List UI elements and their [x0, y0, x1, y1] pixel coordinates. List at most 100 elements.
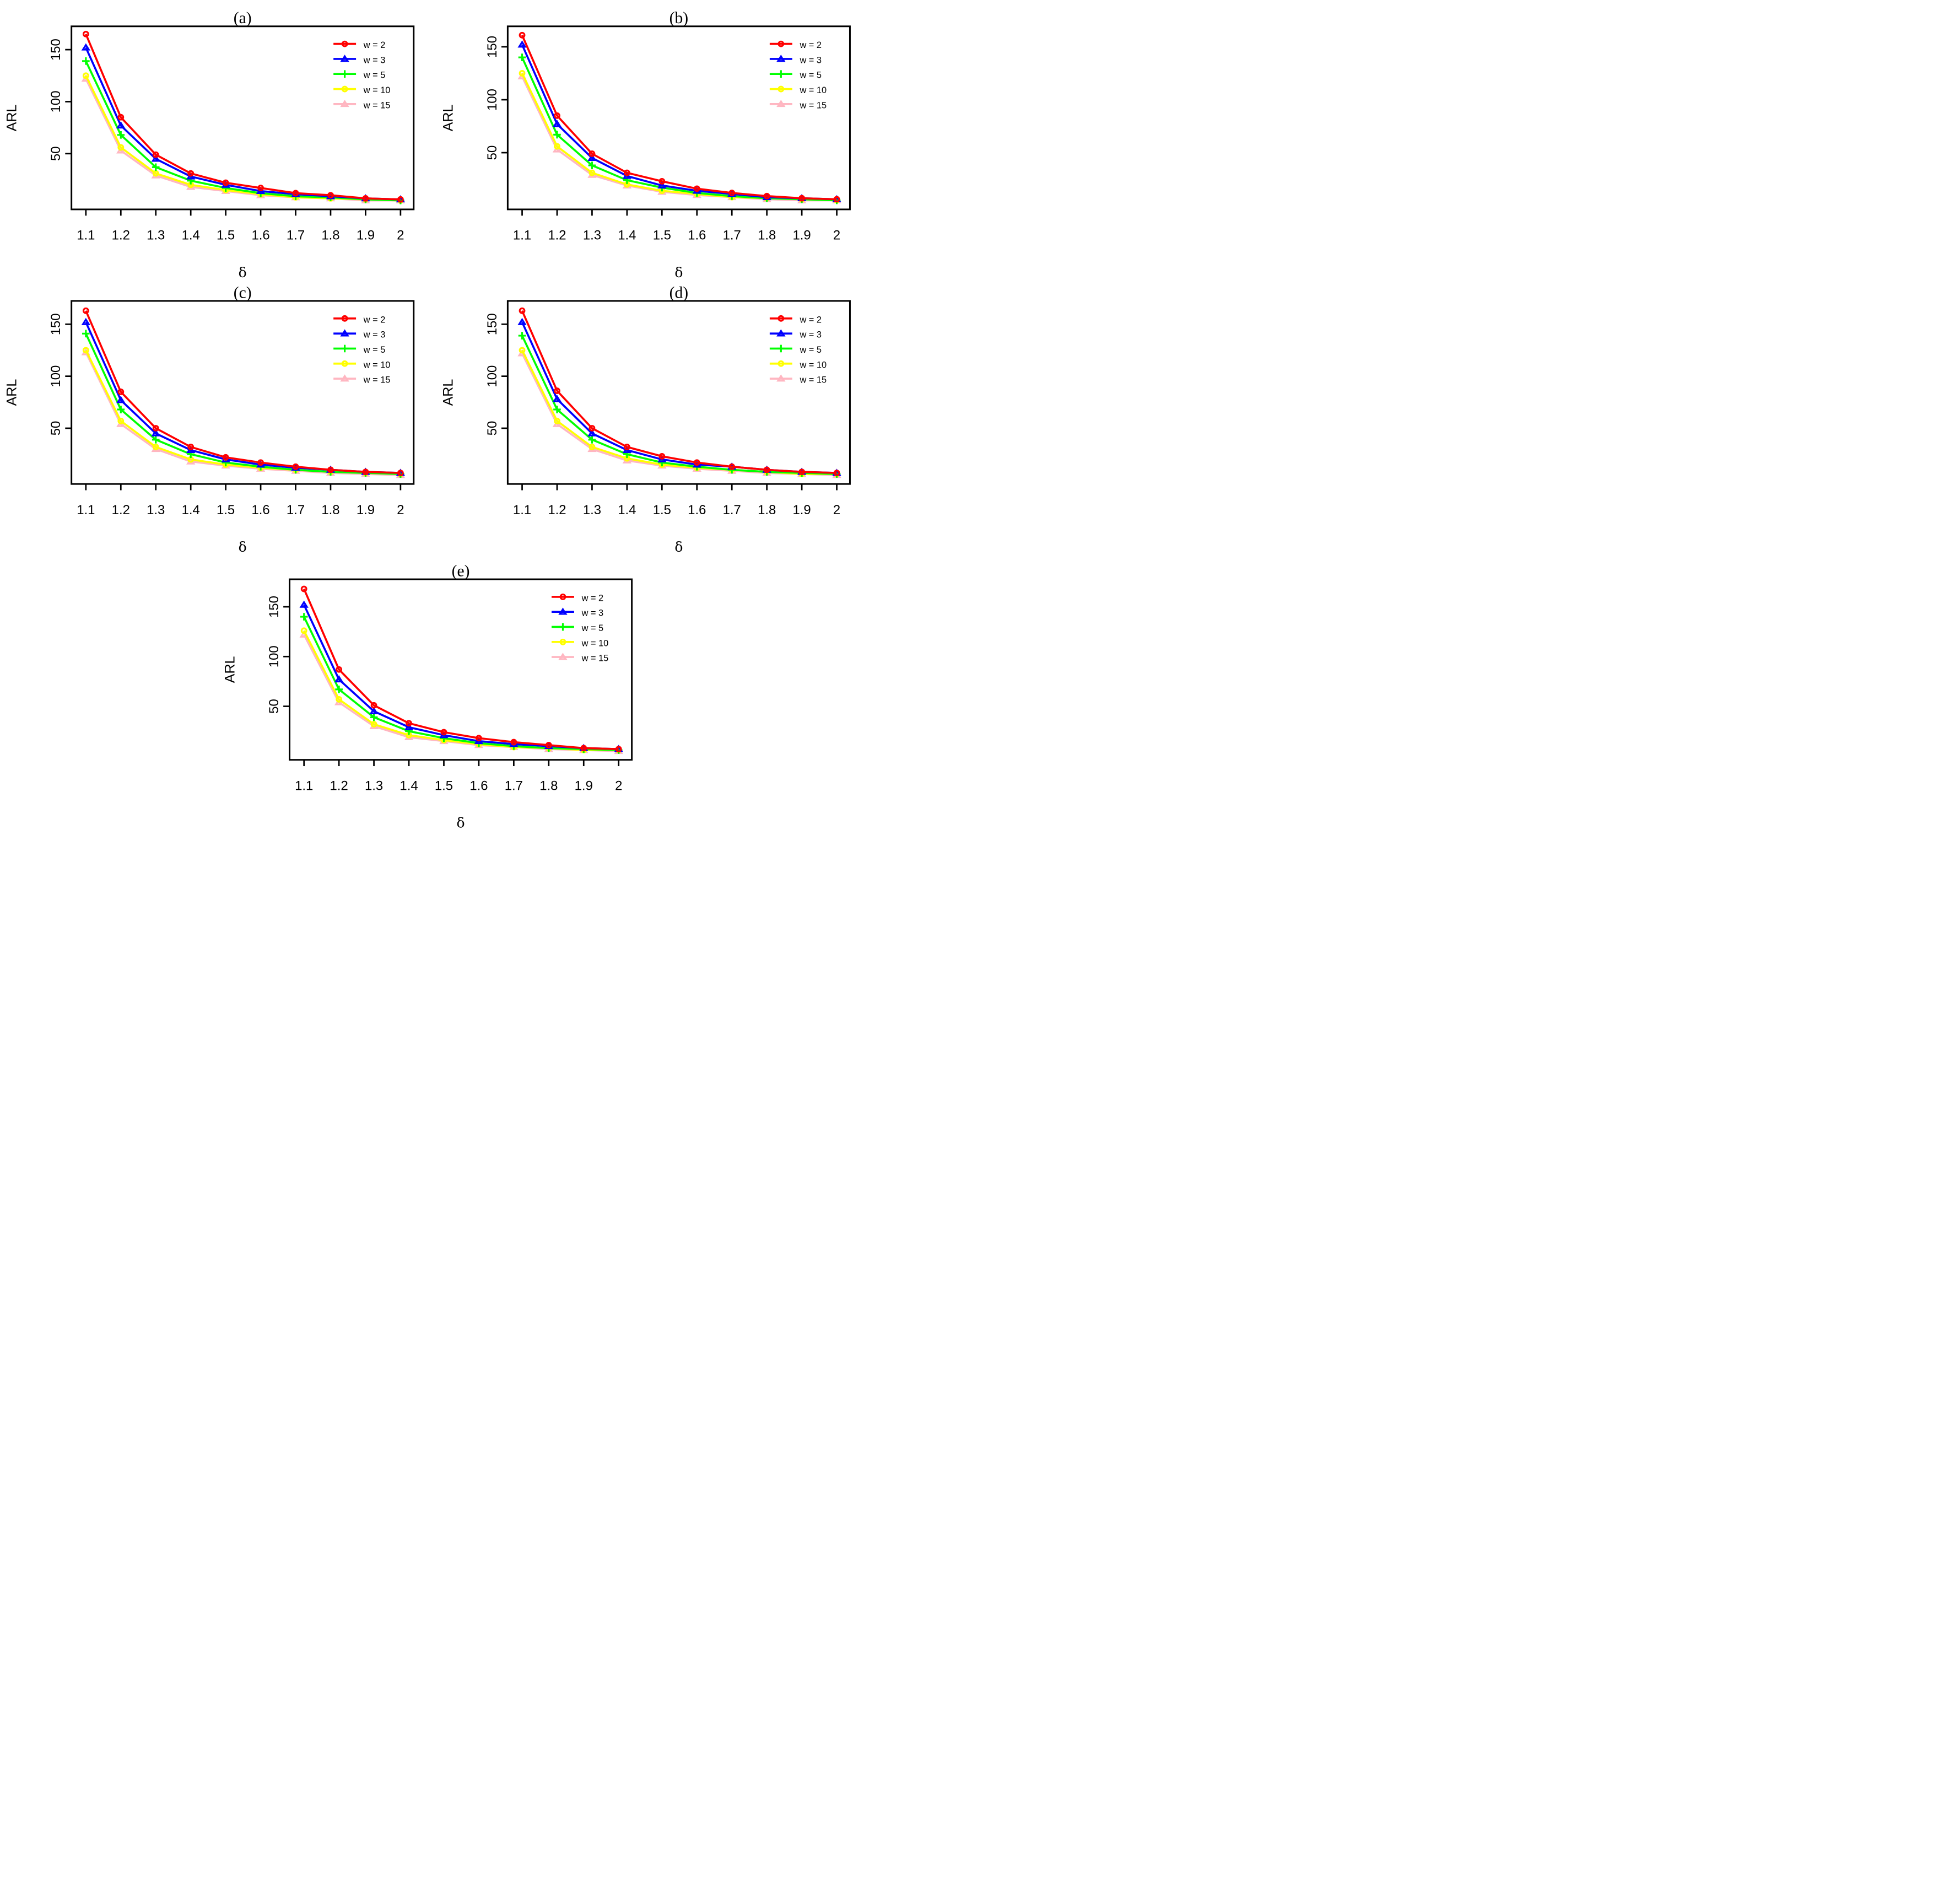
series-w-5: [518, 53, 841, 204]
data-point: [370, 721, 377, 727]
data-point: [588, 161, 596, 169]
series-line: [85, 321, 401, 474]
data-point: [81, 43, 91, 51]
x-tick-label: 1.6: [251, 503, 269, 518]
data-point: [658, 177, 666, 185]
series-line: [303, 616, 619, 751]
legend-label: w = 5: [581, 623, 604, 633]
x-tick-label: 1.3: [365, 778, 383, 793]
data-point: [693, 185, 700, 192]
data-point: [187, 444, 195, 450]
y-axis-label: ARL: [4, 379, 20, 406]
data-point: [798, 468, 806, 476]
data-point: [833, 196, 840, 203]
data-point: [587, 429, 597, 436]
legend-swatch-marker: [777, 315, 785, 322]
data-point: [588, 435, 596, 444]
legend-label: w = 15: [799, 100, 827, 110]
data-point: [151, 154, 160, 162]
plot-frame: [71, 25, 415, 211]
legend-swatch-marker: [776, 55, 786, 62]
series-line: [521, 335, 837, 475]
data-point: [300, 585, 307, 592]
legend-label: w = 5: [799, 345, 822, 355]
data-point: [798, 195, 806, 202]
series-w-15: [517, 349, 841, 478]
series-w-10: [82, 347, 404, 477]
x-axis-label: δ: [674, 265, 683, 281]
series-w-2: [82, 307, 404, 477]
y-axis-label: ARL: [440, 379, 456, 406]
legend-label: w = 5: [363, 345, 386, 355]
data-point: [519, 307, 526, 314]
data-point: [476, 735, 482, 742]
legend-swatch-marker: [777, 40, 785, 47]
x-tick-label: 1.1: [513, 503, 531, 518]
x-tick-label: 1.1: [77, 228, 95, 243]
legend-swatch-marker: [559, 623, 567, 631]
legend: w = 2 w = 3 w = 5 w = 10 w = 15: [333, 315, 390, 385]
legend-swatch-marker: [341, 344, 349, 353]
series-w-3: [81, 317, 406, 476]
x-tick-label: 1.9: [575, 778, 593, 793]
data-point: [519, 70, 526, 77]
x-tick-label: 1.9: [793, 503, 811, 518]
data-point: [117, 131, 125, 139]
x-tick-label: 1.8: [758, 228, 776, 243]
panel-b: 1.1 1.2 1.3 1.4 1.5 1.6 1.7 1.8 1.9 2 50 100 150 (b) δ…: [440, 9, 851, 281]
x-tick-label: 1.5: [217, 228, 235, 243]
data-point: [116, 121, 126, 129]
data-point: [82, 30, 89, 37]
x-tick-label: 1.5: [435, 778, 453, 793]
data-point: [370, 702, 377, 709]
y-tick-label: 100: [48, 91, 63, 113]
series-w-3: [517, 317, 841, 476]
y-axis-label: ARL: [4, 104, 20, 131]
series-w-3: [299, 600, 623, 752]
data-point: [658, 453, 666, 460]
panel-a: 1.1 1.2 1.3 1.4 1.5 1.6 1.7 1.8 1.9 2 50 100 150 (a) δ…: [4, 9, 415, 281]
x-tick-label: 2: [833, 503, 840, 518]
series-line: [85, 352, 401, 476]
series-line: [303, 634, 619, 752]
legend-swatch-marker: [341, 360, 348, 367]
data-point: [327, 192, 334, 199]
data-point: [82, 72, 89, 79]
data-point: [517, 317, 527, 325]
data-point: [553, 131, 561, 139]
x-axis-label: δ: [674, 539, 683, 555]
x-tick-label: 1.8: [321, 228, 339, 243]
legend-label: w = 2: [363, 40, 386, 50]
series-w-5: [518, 332, 841, 478]
x-axis-label: δ: [239, 265, 247, 281]
data-point: [370, 713, 378, 721]
x-tick-label: 1.7: [505, 778, 523, 793]
legend-swatch-marker: [776, 100, 786, 107]
series-w-2: [519, 31, 840, 203]
x-tick-label: 1.3: [147, 228, 165, 243]
legend-label: w = 15: [581, 654, 609, 664]
legend-swatch-marker: [340, 55, 349, 62]
y-tick-label: 100: [485, 89, 500, 111]
legend-swatch-marker: [777, 360, 785, 367]
data-point: [292, 463, 299, 470]
x-tick-label: 1.9: [793, 228, 811, 243]
legend: w = 2 w = 3 w = 5 w = 10 w = 15: [769, 40, 827, 110]
data-point: [580, 745, 587, 752]
data-point: [623, 169, 630, 176]
data-point: [553, 406, 561, 413]
legend-label: w = 3: [799, 55, 822, 65]
x-tick-label: 1.2: [548, 228, 566, 243]
data-point: [299, 600, 309, 608]
data-point: [728, 190, 736, 196]
series-w-5: [82, 330, 404, 478]
data-point: [362, 195, 369, 202]
x-tick-label: 1.1: [513, 228, 531, 243]
x-tick-label: 1.9: [357, 503, 375, 518]
data-point: [327, 466, 334, 473]
data-point: [151, 429, 160, 436]
panel-title: (e): [452, 562, 470, 580]
data-point: [82, 330, 90, 338]
x-tick-label: 1.5: [653, 228, 671, 243]
x-tick-label: 1.8: [321, 503, 339, 518]
